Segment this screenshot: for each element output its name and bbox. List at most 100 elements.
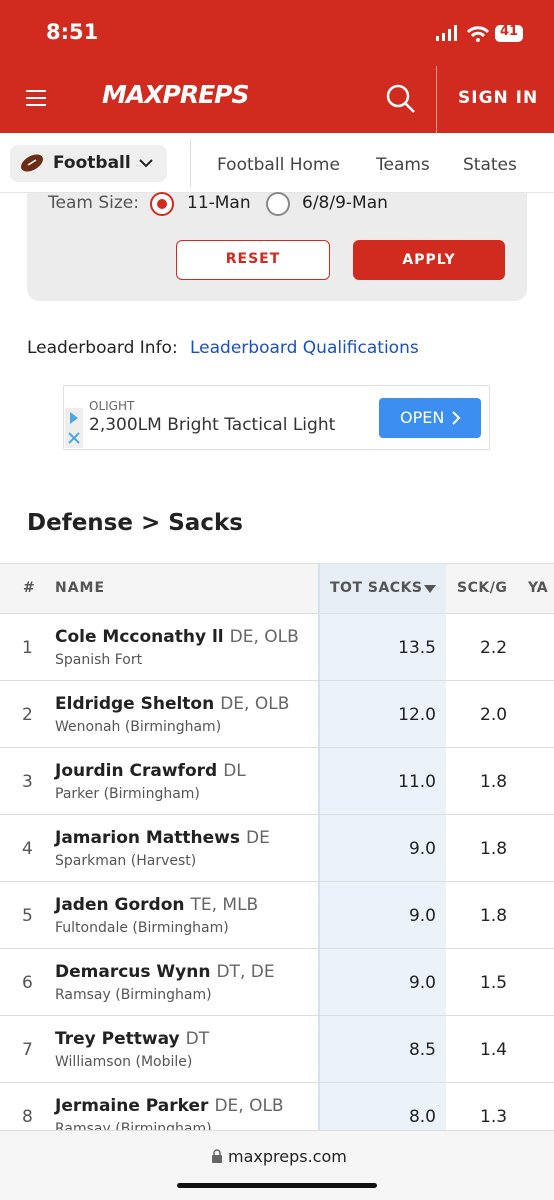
sacks-per-game: 1.3	[480, 1107, 508, 1127]
player-name[interactable]: Demarcus Wynn	[55, 962, 211, 982]
table-row: 1 Cole Mcconathy ll DE, OLB Spanish Fort 13.…	[0, 614, 554, 681]
school: Fultondale (Birmingham)	[55, 920, 229, 936]
player[interactable]: Jamarion Matthews DE	[55, 828, 270, 848]
player-name[interactable]: Jermaine Parker	[55, 1096, 209, 1116]
battery: 41	[499, 24, 519, 39]
table-row: 3 Jourdin Crawford DL Parker (Birmingham) 11…	[0, 748, 554, 815]
player-name[interactable]: Jourdin Crawford	[55, 761, 218, 781]
tot-sacks: 8.5	[408, 1040, 436, 1060]
player-position: DE, OLB	[220, 694, 290, 714]
search-button[interactable]	[385, 83, 417, 115]
header-cell[interactable]: TOT SACKS	[330, 580, 423, 596]
school: Ramsay (Birmingham)	[55, 987, 212, 1003]
section-title: Defense > Sacks	[27, 510, 243, 536]
apply-button[interactable]: APPLY	[353, 240, 505, 280]
sorted-column	[318, 563, 446, 1130]
tot-sacks: 9.0	[408, 973, 436, 993]
url[interactable]: maxpreps.com	[228, 1147, 347, 1166]
rank: 6	[22, 973, 33, 993]
chevron	[139, 159, 153, 168]
table-row: 7 Trey Pettway DT Williamson (Mobile) 8.5 1.4	[0, 1016, 554, 1083]
rank: 2	[22, 705, 33, 725]
nav-link[interactable]: States	[463, 155, 517, 175]
sacks-per-game: 1.8	[480, 772, 508, 792]
player-name[interactable]: Trey Pettway	[55, 1029, 180, 1049]
football-icon	[21, 154, 43, 172]
divider	[190, 139, 191, 187]
radio[interactable]	[265, 191, 291, 217]
sport-label: Football	[53, 153, 131, 173]
table-row: 4 Jamarion Matthews DE Sparkman (Harvest) 9.…	[0, 815, 554, 882]
nav-link[interactable]: Teams	[376, 155, 430, 175]
ad-button-label: OPEN	[400, 408, 445, 427]
ad-icons	[65, 408, 83, 448]
player-name[interactable]: Cole Mcconathy ll	[55, 627, 224, 647]
tot-sacks: 13.5	[398, 638, 436, 658]
school: Williamson (Mobile)	[55, 1054, 193, 1070]
player-position: DE	[246, 828, 270, 848]
reset-button[interactable]: RESET	[176, 240, 330, 280]
school: Ramsay (Birmingham)	[55, 1121, 212, 1130]
ad-text: 2,300LM Bright Tactical Light	[89, 415, 336, 435]
ad-button[interactable]	[379, 398, 481, 438]
tot-sacks: 9.0	[408, 906, 436, 926]
sacks-per-game: 2.2	[480, 638, 508, 658]
player-name[interactable]: Eldridge Shelton	[55, 694, 215, 714]
sacks-per-game: 1.5	[480, 973, 508, 993]
sacks-per-game: 1.4	[480, 1040, 508, 1060]
player[interactable]: Eldridge Shelton DE, OLB	[55, 694, 289, 714]
header-cell[interactable]: YA	[528, 580, 548, 596]
tot-sacks: 9.0	[408, 839, 436, 859]
rank: 4	[22, 839, 33, 859]
school: Parker (Birmingham)	[55, 786, 200, 802]
browser-bar	[0, 1130, 554, 1200]
time: 8:51	[46, 20, 99, 44]
rank: 3	[22, 772, 33, 792]
player-position: TE, MLB	[190, 895, 259, 915]
player[interactable]: Jaden Gordon TE, MLB	[55, 895, 258, 915]
team-size-label: Team Size:	[48, 193, 139, 213]
menu-button[interactable]	[25, 89, 47, 107]
player-position: DE, OLB	[229, 627, 299, 647]
player-name[interactable]: Jaden Gordon	[55, 895, 185, 915]
school: Wenonah (Birmingham)	[55, 719, 222, 735]
table-body: 1 Cole Mcconathy ll DE, OLB Spanish Fort 13.…	[0, 614, 554, 1130]
table-row: 5 Jaden Gordon TE, MLB Fultondale (Birmingh…	[0, 882, 554, 949]
header-cell[interactable]: SCK/G	[457, 580, 508, 596]
player[interactable]: Jermaine Parker DE, OLB	[55, 1096, 284, 1116]
nav-link[interactable]: Football Home	[217, 155, 340, 175]
ad-brand: OLIGHT	[89, 399, 135, 413]
player-name[interactable]: Jamarion Matthews	[55, 828, 240, 848]
header-cell: #	[23, 580, 35, 596]
school: Spanish Fort	[55, 652, 143, 668]
radio-selected[interactable]	[149, 191, 175, 217]
player[interactable]: Trey Pettway DT	[55, 1029, 209, 1049]
header-cell: NAME	[55, 580, 106, 596]
table: # NAME TOT SACKS SCK/G YA 1 Cole Mcconath…	[0, 563, 554, 1130]
info-link[interactable]: Leaderboard Qualifications	[190, 338, 419, 358]
sacks-per-game: 1.8	[480, 839, 508, 859]
player[interactable]: Demarcus Wynn DT, DE	[55, 962, 275, 982]
tot-sacks: 8.0	[408, 1107, 436, 1127]
player[interactable]: Jourdin Crawford DL	[55, 761, 246, 781]
player-position: DL	[223, 761, 246, 781]
logo[interactable]: MAXPREPS	[102, 80, 249, 109]
player-position: DT, DE	[216, 962, 275, 982]
sign-in[interactable]: SIGN IN	[458, 88, 539, 108]
player[interactable]: Cole Mcconathy ll DE, OLB	[55, 627, 299, 647]
sacks-per-game: 1.8	[480, 906, 508, 926]
tot-sacks: 12.0	[398, 705, 436, 725]
option: 11-Man	[187, 193, 251, 213]
table-row: 2 Eldridge Shelton DE, OLB Wenonah (Birming…	[0, 681, 554, 748]
sort-arrow	[424, 585, 436, 593]
sacks-per-game: 2.0	[480, 705, 508, 725]
table-row: 8 Jermaine Parker DE, OLB Ramsay (Birmingha…	[0, 1083, 554, 1130]
table-row: 6 Demarcus Wynn DT, DE Ramsay (Birmingham) 9…	[0, 949, 554, 1016]
player-position: DE, OLB	[214, 1096, 284, 1116]
school: Sparkman (Harvest)	[55, 853, 197, 869]
home-indicator	[177, 1183, 377, 1188]
divider	[436, 66, 437, 133]
lock-icon	[212, 1149, 222, 1163]
rank: 1	[22, 638, 33, 658]
